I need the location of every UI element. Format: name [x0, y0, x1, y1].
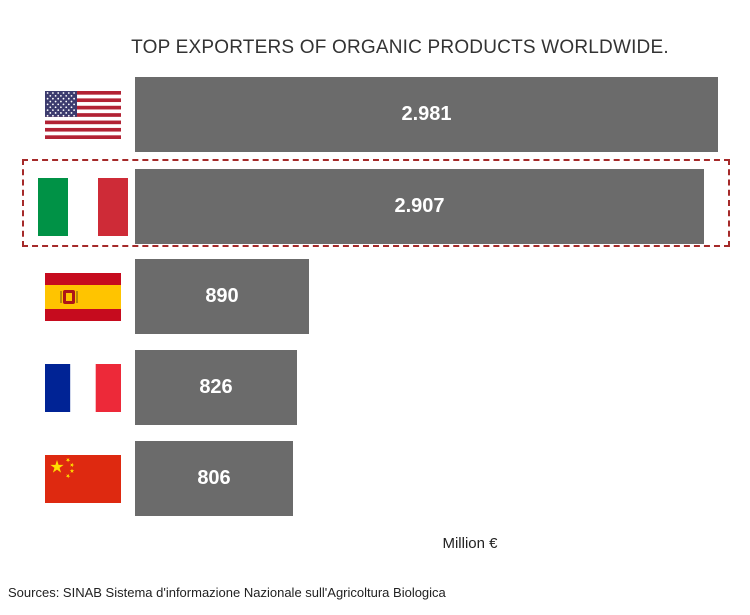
source-note: Sources: SINAB Sistema d'informazione Na…: [8, 585, 446, 600]
bar-row-china: 806: [0, 441, 750, 516]
bar-spain: 890: [135, 259, 309, 334]
spain-flag-icon: [45, 272, 121, 321]
bar-value-label: 806: [197, 466, 231, 489]
bar-value-label: 826: [199, 375, 233, 398]
usa-flag-icon: [45, 90, 121, 139]
italy-flag-icon: [38, 177, 128, 236]
highlight-box: [22, 159, 730, 247]
france-flag-icon: [45, 363, 121, 412]
china-flag-icon: [45, 454, 121, 503]
unit-label: Million €: [442, 535, 498, 552]
bar-row-italy: 2.907: [0, 169, 750, 244]
chart-title: TOP EXPORTERS OF ORGANIC PRODUCTS WORLDW…: [131, 37, 669, 58]
bar-row-usa: 2.981: [0, 77, 750, 152]
bar-value-label: 890: [205, 284, 239, 307]
bar-row-france: 826: [0, 350, 750, 425]
bar-value-label: 2.981: [401, 102, 452, 125]
bar-italy: 2.907: [135, 169, 704, 244]
bar-value-label: 2.907: [394, 194, 445, 217]
bar-row-spain: 890: [0, 259, 750, 334]
bar-france: 826: [135, 350, 297, 425]
bar-usa: 2.981: [135, 77, 718, 152]
bar-china: 806: [135, 441, 293, 516]
